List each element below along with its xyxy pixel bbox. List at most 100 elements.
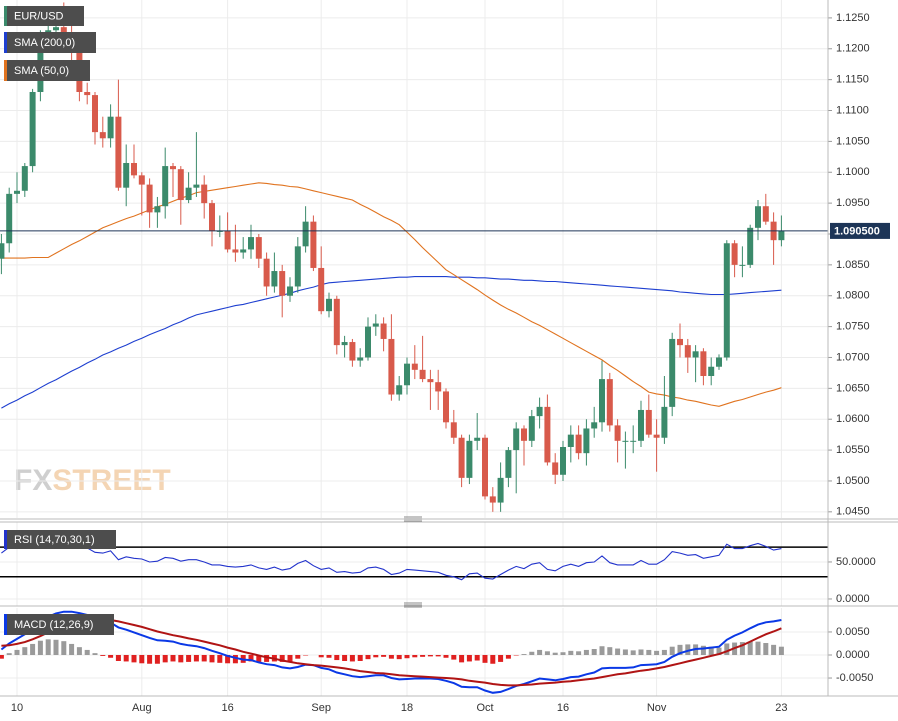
histogram-bar	[747, 641, 753, 655]
histogram-bar	[209, 654, 215, 663]
resize-handle[interactable]	[404, 516, 422, 522]
y-tick-label: 1.1200	[836, 43, 870, 55]
histogram-bar	[490, 654, 496, 664]
histogram-bar	[716, 647, 722, 655]
candle-body	[396, 385, 403, 395]
watermark: FXSTREET	[14, 464, 171, 497]
candle-body	[684, 345, 691, 358]
candle-body	[318, 267, 325, 312]
y-tick-label: 1.0950	[836, 197, 870, 209]
legend-box	[4, 530, 116, 549]
histogram-bar	[459, 654, 465, 663]
legend-box	[4, 60, 90, 81]
candle-body	[21, 166, 28, 191]
histogram-bar	[435, 654, 441, 657]
histogram-bar	[193, 654, 199, 662]
histogram-bar	[451, 654, 457, 660]
histogram-bar	[552, 652, 558, 655]
histogram-bar	[599, 646, 605, 655]
candle-body	[60, 27, 67, 34]
candle-body	[482, 437, 488, 497]
y-tick-label: -0.0050	[836, 672, 873, 684]
y-tick-label: 1.0650	[836, 382, 870, 394]
candle-body	[357, 357, 364, 361]
histogram-bar	[420, 654, 426, 657]
y-tick-label: 1.1050	[836, 135, 870, 147]
x-tick-label: 16	[221, 702, 233, 714]
legend-box	[4, 6, 84, 26]
candle-body	[123, 162, 130, 188]
histogram-bar	[482, 654, 488, 663]
histogram-bar	[646, 649, 652, 655]
candle-body	[630, 440, 637, 442]
candle-body	[544, 406, 551, 463]
y-tick-label: 1.0700	[836, 351, 870, 363]
histogram-bar	[342, 654, 348, 661]
candle-body	[380, 323, 387, 339]
candle-body	[669, 338, 676, 407]
histogram-bar	[396, 654, 402, 660]
histogram-bar	[443, 654, 449, 658]
candle-body	[645, 409, 652, 435]
candle-body	[614, 425, 621, 441]
histogram-bar	[778, 646, 784, 655]
candle-body	[583, 428, 590, 454]
x-tick-label: Aug	[132, 702, 152, 714]
candle-body	[271, 271, 278, 287]
histogram-bar	[755, 641, 761, 655]
histogram-bar	[326, 654, 332, 658]
legend-swatch	[4, 614, 7, 635]
candle-body	[131, 162, 137, 176]
candle-body	[723, 243, 730, 358]
candle-body	[450, 422, 457, 438]
candle-body	[599, 379, 605, 423]
histogram-bar	[279, 654, 285, 662]
histogram-bar	[170, 654, 176, 662]
x-tick-label: Sep	[311, 702, 331, 714]
y-tick-label: 1.0500	[836, 475, 870, 487]
histogram-bar	[537, 649, 543, 655]
histogram-bar	[474, 654, 480, 661]
candle-body	[622, 440, 629, 442]
histogram-bar	[638, 649, 644, 655]
histogram-bar	[427, 654, 433, 657]
y-tick-label: 0.0050	[836, 626, 870, 638]
histogram-bar	[108, 654, 114, 658]
histogram-bar	[264, 654, 270, 662]
candle-body	[248, 237, 254, 250]
histogram-bar	[225, 654, 231, 664]
candle-body	[6, 193, 13, 244]
histogram-bar	[544, 651, 550, 655]
candle-body	[232, 249, 239, 253]
x-tick-label: 10	[11, 702, 23, 714]
legend: EUR/USD SMA (200,0) SMA (50,0) RSI (14,7…	[4, 6, 116, 635]
resize-handle[interactable]	[404, 602, 422, 608]
histogram-bar	[349, 654, 355, 662]
histogram-bar	[139, 654, 145, 664]
candle-body	[762, 206, 769, 222]
candle-body	[700, 351, 707, 376]
candle-body	[341, 342, 348, 346]
candle-body	[99, 132, 106, 139]
histogram-bar	[677, 644, 683, 655]
candle-body	[0, 243, 5, 259]
histogram-bar	[76, 647, 82, 655]
histogram-bar	[84, 649, 90, 655]
histogram-bar	[123, 654, 129, 662]
candle-body	[458, 437, 465, 478]
candle-body	[154, 206, 161, 213]
y-tick-label: 1.1100	[836, 104, 869, 116]
legend-label: SMA (200,0)	[14, 37, 75, 49]
histogram-bar	[381, 654, 387, 657]
histogram-bar	[37, 640, 43, 655]
histogram-bar	[92, 653, 98, 655]
candle-body	[716, 357, 722, 367]
candle-body	[497, 477, 504, 503]
candle-body	[92, 95, 98, 133]
candle-body	[661, 406, 668, 438]
candle-body	[591, 422, 598, 429]
candle-body	[575, 434, 582, 454]
